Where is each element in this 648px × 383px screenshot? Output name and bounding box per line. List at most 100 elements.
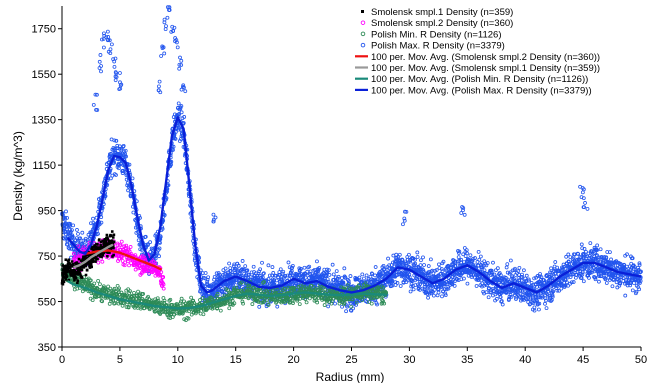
data-point [281,269,286,274]
data-point [291,301,295,305]
data-point [91,216,95,221]
data-point [214,294,219,298]
data-point [485,261,490,265]
data-point [253,271,258,276]
data-point [557,288,561,293]
data-point [478,254,483,259]
data-point [535,274,540,278]
data-point [571,280,576,284]
data-point [538,272,542,276]
data-point [107,38,112,43]
data-point [307,296,312,301]
data-point [179,110,184,115]
data-point [181,83,186,88]
data-point [528,295,533,300]
data-point [373,265,378,269]
data-point [360,272,365,277]
data-point [469,275,474,279]
data-point [99,294,103,299]
data-point [171,29,175,34]
data-point [426,295,430,300]
data-point [268,289,273,294]
data-point [114,138,119,143]
data-point [437,262,441,267]
data-point [289,269,294,273]
data-point [334,269,339,274]
data-point [290,263,295,268]
data-point [119,290,124,295]
data-point [302,265,307,270]
data-point [387,263,392,268]
data-point [459,257,464,262]
data-point [393,283,398,287]
data-point [177,66,182,71]
data-point [108,176,113,181]
data-point [440,294,444,299]
data-point [179,296,184,301]
data-point [404,261,409,266]
data-point [398,258,402,263]
data-point [319,288,324,293]
data-point [536,295,541,300]
data-point [143,234,148,239]
data-point [428,257,433,262]
data-point [564,254,569,259]
data-point [453,260,458,265]
data-point [532,276,537,281]
data-point [108,47,113,52]
data-point [544,306,549,310]
data-point [520,288,525,293]
data-point [249,270,254,275]
data-point [543,296,548,301]
data-point [505,262,510,267]
data-point [421,268,426,273]
data-point [462,276,466,281]
data-point [333,301,337,306]
data-point [418,263,423,268]
data-point [172,25,177,30]
data-point [346,279,351,283]
data-point [71,223,76,228]
data-point [101,45,106,50]
data-point [473,256,477,260]
data-point [126,287,131,292]
data-point [587,256,592,260]
data-point [476,249,481,254]
data-point [498,273,503,278]
data-point [262,280,266,284]
data-point [100,37,104,42]
data-point [178,301,183,306]
data-point [446,286,451,291]
data-point [583,201,587,205]
data-point [76,231,80,236]
data-point [479,265,484,270]
data-point [452,283,457,288]
data-point [561,262,566,267]
data-point [94,107,98,112]
data-point [182,115,187,119]
data-point [421,255,425,260]
data-point [532,308,537,313]
data-point [540,295,544,300]
data-point [89,221,93,226]
data-point [102,31,106,36]
data-point [63,215,68,220]
data-point [604,255,609,260]
data-point [456,255,461,259]
data-point [124,305,129,309]
data-point [316,269,320,274]
data-point [218,308,223,313]
data-point [508,293,513,297]
data-point [299,267,303,271]
data-point [539,275,544,280]
data-point [98,282,102,287]
data-point [625,252,629,257]
data-point [489,268,494,273]
data-point [78,236,83,241]
data-point [343,275,348,280]
data-point [112,138,117,143]
data-point [162,300,167,305]
data-point [121,143,126,148]
data-point [112,64,117,69]
data-point [459,211,464,215]
